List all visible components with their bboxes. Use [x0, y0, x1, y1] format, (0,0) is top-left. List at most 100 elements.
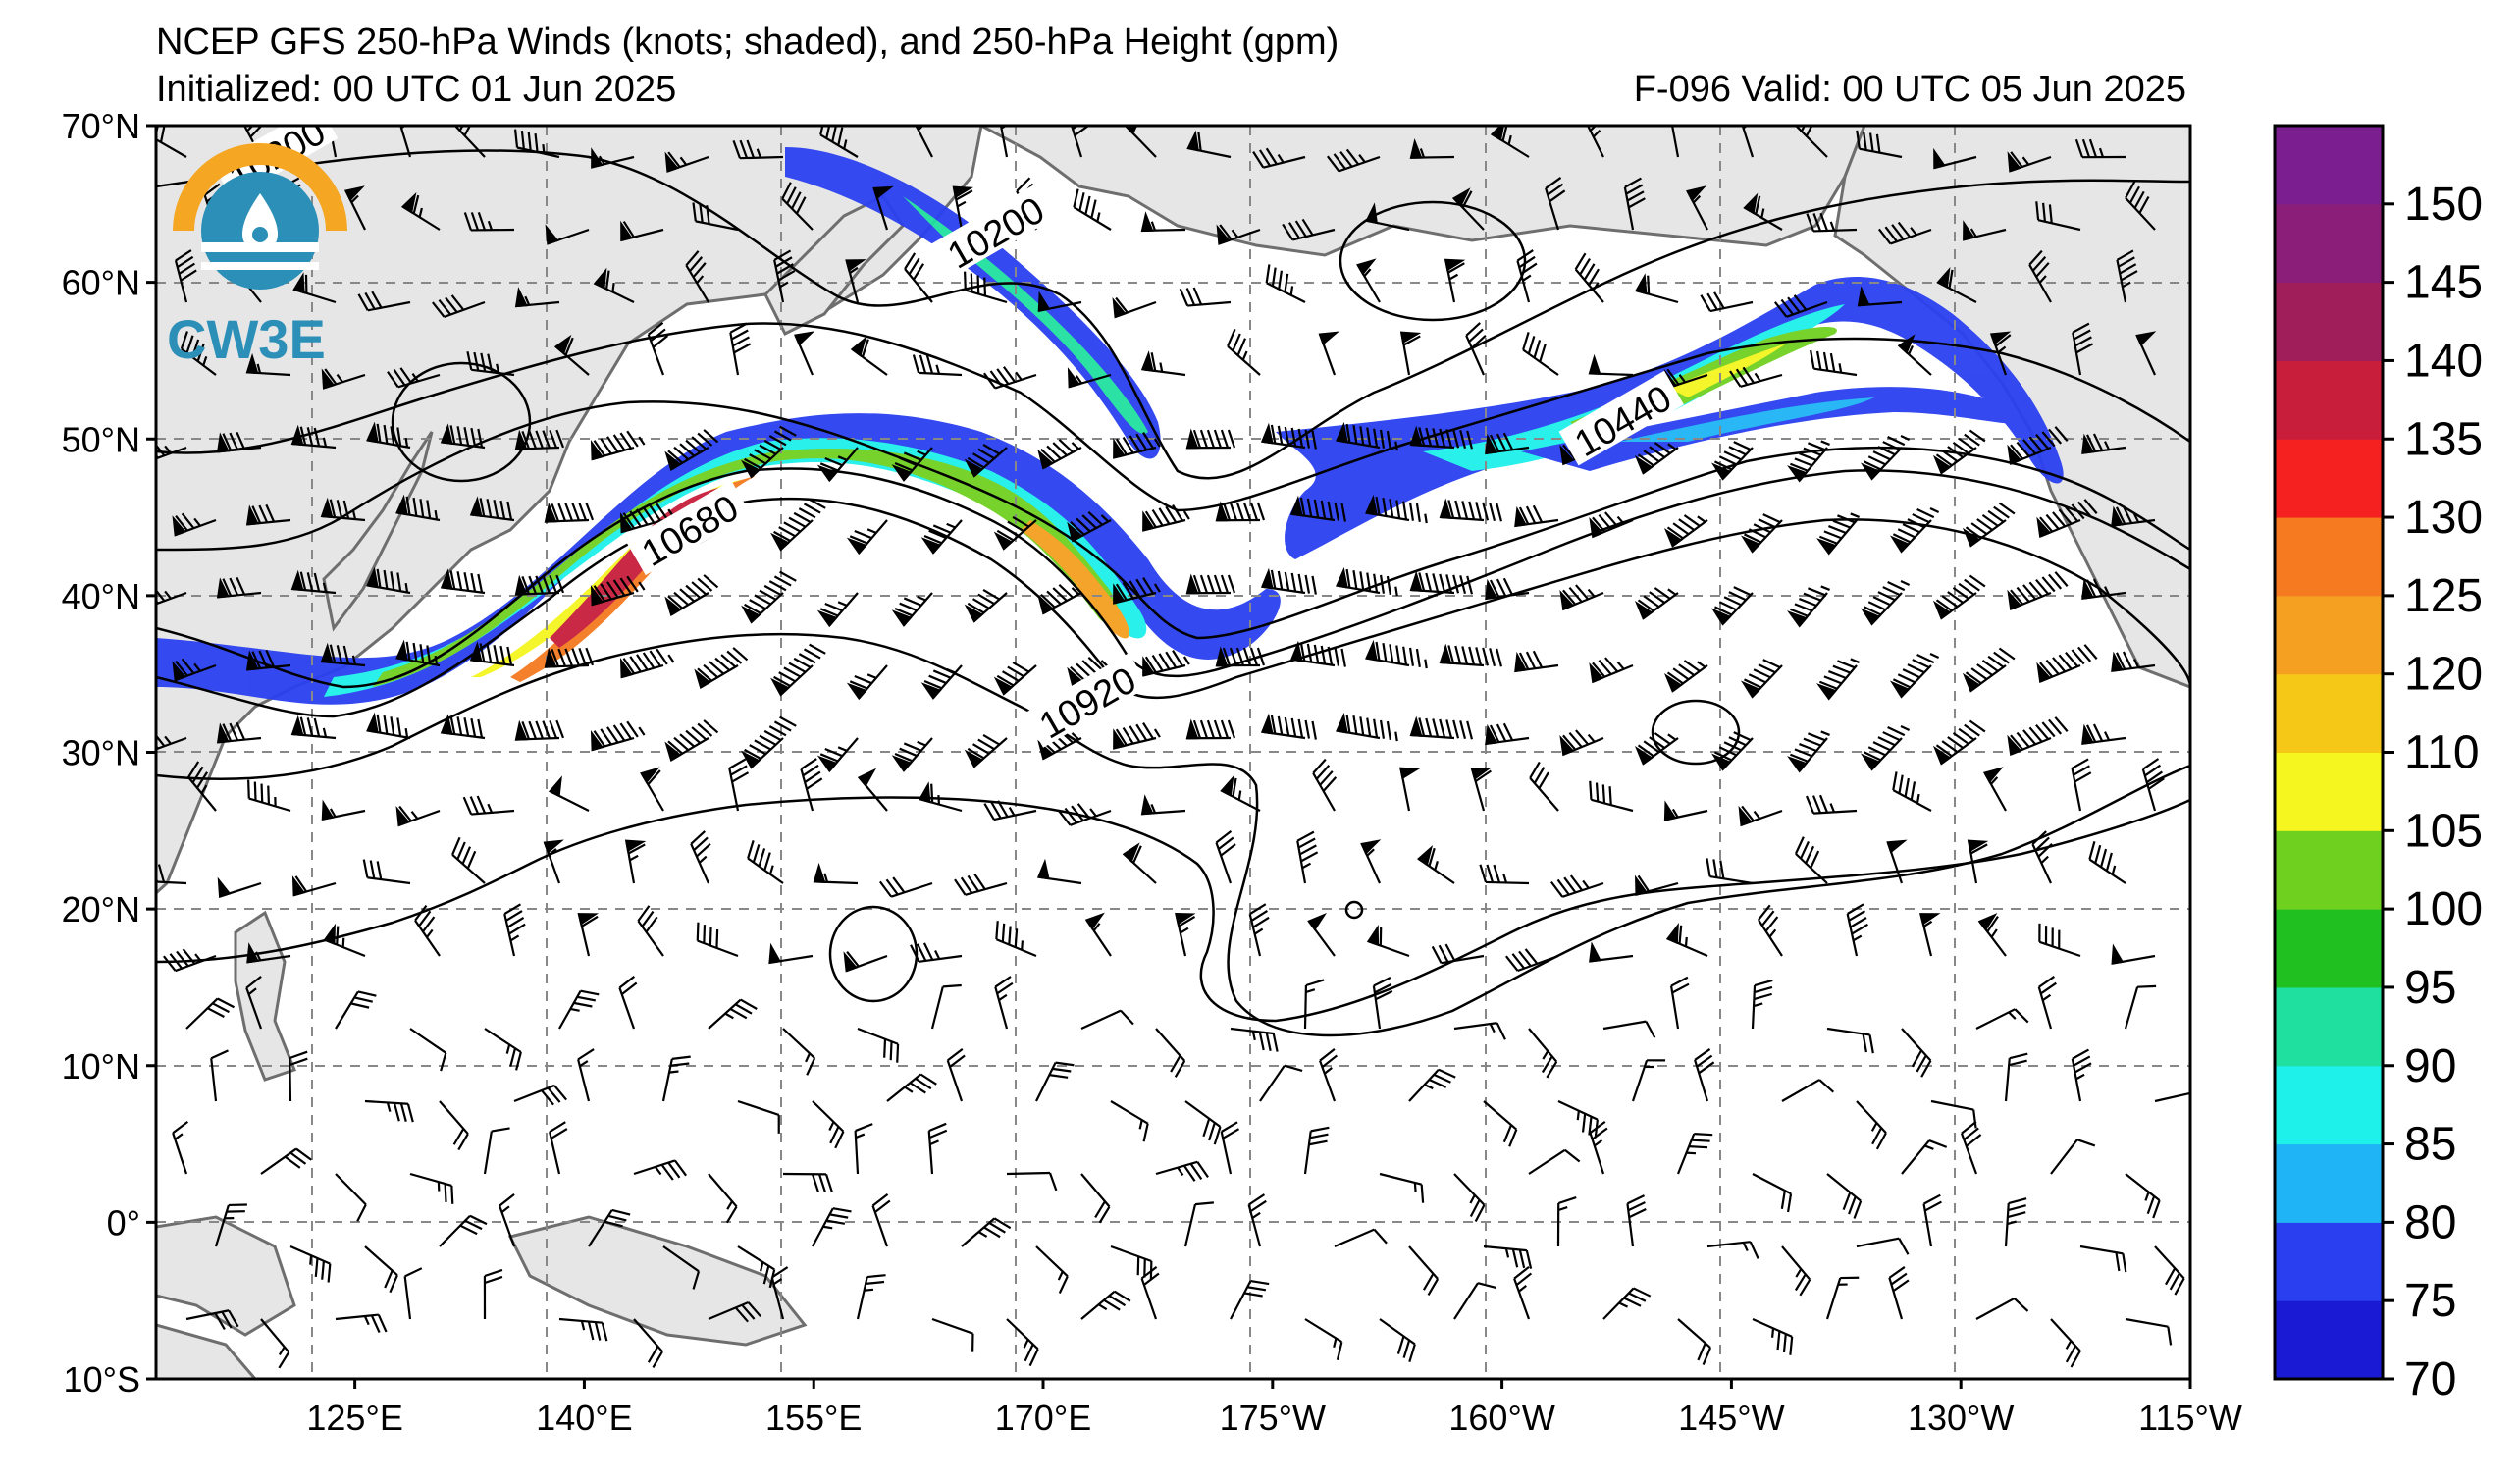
wind-barb	[1676, 1133, 1713, 1175]
wind-barb-feather	[527, 132, 532, 151]
wind-barb-feather	[899, 747, 918, 758]
wind-barb	[431, 294, 486, 318]
wind-barb-half-feather	[2104, 731, 2111, 741]
wind-barb-staff	[690, 843, 710, 884]
wind-barb-half-feather	[548, 848, 557, 856]
wind-barb-feather	[1993, 651, 2010, 664]
wind-barb	[1227, 328, 1261, 376]
wind-barb-feather	[1875, 133, 1881, 153]
wind-barb-feather	[960, 876, 973, 894]
wind-barb	[543, 839, 564, 884]
wind-barb-feather	[744, 603, 761, 614]
wind-barb-feather	[1192, 287, 1203, 305]
wind-barb-feather	[542, 575, 551, 594]
wind-barb-feather	[773, 530, 791, 542]
wind-barb	[2071, 758, 2092, 812]
wind-barb-feather	[1549, 189, 1566, 203]
wind-barb	[1669, 976, 1690, 1030]
wind-barb-feather	[1733, 731, 1752, 742]
wind-barb-staff	[1529, 777, 1559, 812]
wind-barb-staff	[1292, 228, 1336, 241]
wind-barb-staff	[558, 990, 582, 1030]
wind-barb-feather	[1322, 776, 1338, 792]
wind-barb	[403, 1267, 423, 1320]
wind-barb	[2074, 138, 2126, 159]
wind-barb-feather	[1174, 1060, 1186, 1078]
wind-barb-feather	[656, 648, 668, 665]
wind-barb-feather	[1345, 714, 1351, 733]
lon-label: 145°W	[1678, 1398, 1784, 1438]
wind-barb-flag	[156, 733, 157, 755]
wind-barb	[1751, 979, 1773, 1030]
wind-barb	[366, 712, 411, 740]
wind-barb-feather	[1227, 574, 1236, 594]
wind-barb-feather	[549, 429, 558, 449]
wind-barb-feather	[854, 530, 872, 540]
wind-barb-feather	[1489, 434, 1500, 452]
wind-barb-half-feather	[1838, 1283, 1848, 1286]
wind-barb-flag	[1185, 573, 1199, 595]
wind-barb-feather	[371, 291, 383, 309]
wind-barb	[1743, 192, 1783, 231]
wind-barb-feather	[2152, 1199, 2161, 1219]
wind-barb-feather	[1220, 719, 1230, 739]
wind-barb-half-feather	[200, 784, 208, 794]
wind-barb-flag	[1336, 566, 1348, 589]
land-borneo	[156, 1323, 257, 1379]
wind-barb	[440, 423, 486, 450]
wind-barb-feather	[2138, 195, 2150, 214]
wind-barb	[1557, 1100, 1599, 1139]
wind-barb	[1113, 432, 1161, 459]
wind-barb-feather	[313, 427, 321, 447]
wind-barb-feather	[649, 650, 662, 667]
wind-barb-feather	[2038, 923, 2041, 942]
wind-barb	[2050, 1318, 2081, 1368]
wind-barb-half-feather	[668, 1070, 679, 1074]
wind-barb	[548, 775, 590, 812]
wind-barb	[1124, 126, 1157, 158]
wind-barb-flag	[1485, 433, 1498, 455]
wind-barb-feather	[1172, 650, 1184, 667]
wind-barb	[1220, 1121, 1240, 1175]
wind-barb	[1185, 428, 1236, 450]
wind-barb-feather	[342, 645, 350, 664]
wind-barb	[1084, 912, 1112, 957]
wind-barb-feather	[949, 1054, 966, 1068]
wind-barb-feather	[370, 1314, 381, 1334]
wind-barb-half-feather	[934, 950, 941, 960]
wind-barb-feather	[1805, 126, 1816, 137]
wind-barb-flag	[544, 647, 557, 668]
wind-barb-feather	[484, 1275, 503, 1285]
wind-barb-feather	[685, 439, 702, 453]
wind-barb-feather	[1396, 1336, 1405, 1354]
wind-barb-flag	[590, 584, 604, 607]
wind-barb	[514, 429, 565, 450]
wind-barb	[800, 758, 823, 812]
jet-east-yellow	[1668, 344, 1786, 397]
wind-barb-flag	[590, 729, 604, 752]
wind-barb-feather	[452, 1128, 465, 1145]
contour-11040	[156, 796, 2190, 1023]
wind-barb-feather	[1637, 744, 1654, 758]
wind-barb	[1360, 839, 1382, 884]
wind-barb	[321, 799, 366, 821]
wind-barb	[891, 592, 933, 627]
wind-barb-feather	[1265, 264, 1271, 284]
wind-barb-feather	[1923, 1193, 1941, 1205]
wind-barb-feather	[376, 714, 382, 733]
wind-barb-half-feather	[579, 1060, 589, 1068]
wind-barb-feather	[1454, 645, 1462, 664]
wind-barb	[729, 322, 752, 376]
wind-barb-feather	[1028, 1348, 1039, 1367]
wind-barb-staff	[1583, 126, 1604, 158]
wind-barb	[1453, 1282, 1496, 1320]
wind-barb	[747, 840, 784, 884]
wind-barb-half-feather	[1820, 585, 1830, 591]
wind-barb-feather	[1249, 502, 1259, 521]
wind-barb	[469, 641, 515, 667]
initialized-time: Initialized: 00 UTC 01 Jun 2025	[156, 69, 677, 110]
wind-barb-half-feather	[638, 436, 646, 446]
wind-barb	[741, 425, 797, 479]
wind-barb-feather	[251, 505, 262, 524]
wind-barb-feather	[1477, 1282, 1496, 1290]
